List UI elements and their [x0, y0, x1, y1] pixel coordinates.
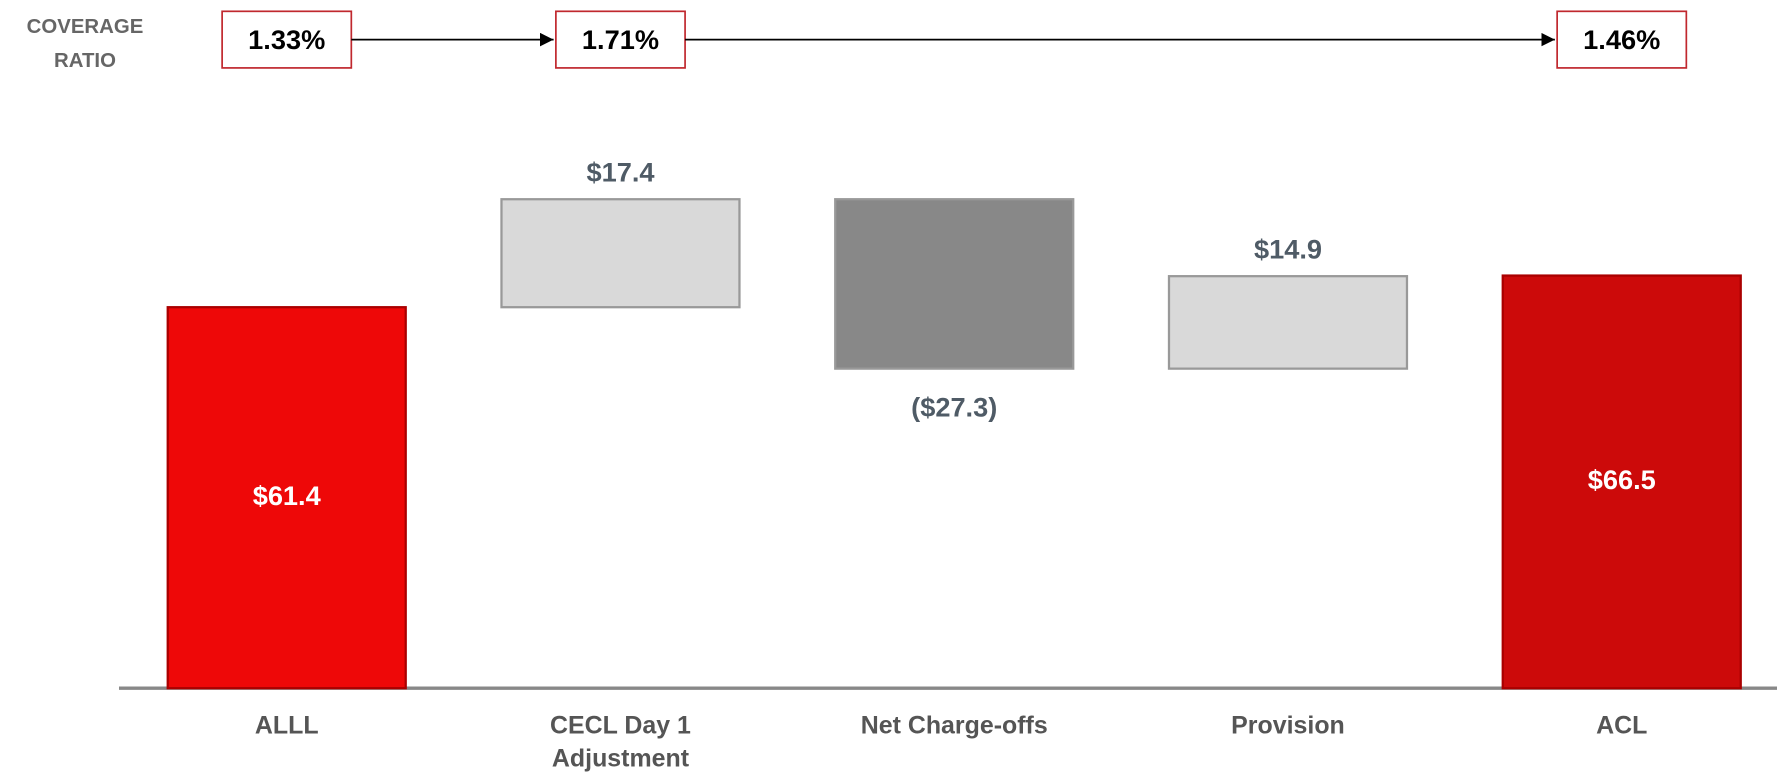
value-label: $17.4: [586, 157, 654, 188]
x-tick-label: ACL: [1596, 710, 1648, 740]
coverage-value: 1.71%: [582, 24, 659, 55]
coverage-value: 1.46%: [1583, 24, 1660, 55]
bar: [1167, 275, 1409, 370]
value-label: $66.5: [1588, 464, 1656, 495]
coverage-ratio-label: COVERAGE RATIO: [26, 14, 144, 72]
coverage-box: [1556, 10, 1688, 69]
coverage-box: [221, 10, 353, 69]
bar: [166, 306, 407, 690]
x-tick-label: Net Charge-offs: [860, 710, 1048, 740]
value-label: $14.9: [1254, 233, 1322, 264]
bar: [1501, 274, 1742, 690]
x-tick-label: ALLL: [254, 710, 319, 740]
value-label: $61.4: [253, 480, 321, 511]
bar: [834, 198, 1075, 370]
x-tick-label: Provision: [1231, 710, 1345, 740]
value-label: ($27.3): [911, 392, 997, 423]
x-tick-label: CECL Day 1 Adjustment: [550, 710, 691, 772]
coverage-value: 1.33%: [248, 24, 325, 55]
bar: [500, 198, 741, 309]
